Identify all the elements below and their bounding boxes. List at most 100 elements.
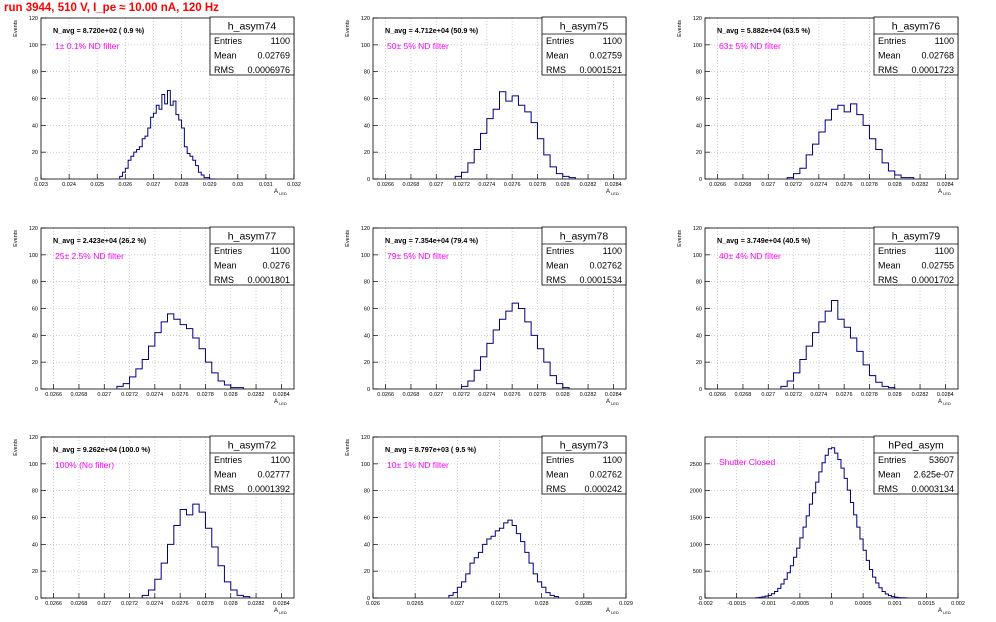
histogram-series-h_asym75: [454, 91, 576, 179]
navg-label: N_avg = 3.749e+04 (40.5 %): [717, 236, 811, 245]
x-tick-label: 0.027: [450, 601, 464, 607]
x-tick-label: 0.0005: [855, 601, 872, 607]
y-tick-label: 40: [32, 542, 38, 548]
stats-row-value: 0.000242: [584, 484, 622, 494]
filter-annotation: 25± 2.5% ND filter: [55, 251, 124, 261]
stats-row-value: 1100: [603, 455, 622, 465]
x-tick-label: 0.0266: [377, 392, 394, 398]
y-tick-label: 0: [699, 177, 702, 183]
x-tick-label: 0.0282: [248, 601, 265, 607]
stats-row-label: Entries: [214, 36, 243, 46]
y-tick-label: 1500: [690, 516, 702, 522]
y-tick-label: 60: [32, 307, 38, 313]
stats-row-value: 0.02755: [921, 261, 954, 271]
y-tick-label: 2000: [690, 489, 702, 495]
y-tick-label: 100: [29, 462, 38, 468]
y-tick-label: 60: [32, 97, 38, 103]
y-tick-label: 120: [361, 16, 370, 22]
y-tick-label: 20: [696, 150, 702, 156]
histogram-title: h_asym79: [892, 231, 941, 243]
histogram-panel-hPed_asym: -0.002 -0.0015 -0.001 -0.0005 0 0.0005 0.001 0.…: [690, 435, 965, 615]
y-tick-label: 40: [364, 123, 370, 129]
x-tick-label: 0.0266: [377, 182, 394, 188]
histogram-title: h_asym75: [560, 21, 609, 33]
filter-annotation: 63± 5% ND filter: [719, 41, 781, 51]
x-tick-label: 0.028: [224, 392, 238, 398]
stats-box: [873, 435, 959, 495]
x-tick-label: 0.0276: [504, 392, 521, 398]
histogram-series-h_asym74: [119, 89, 216, 180]
x-tick-label: 0.0274: [478, 392, 495, 398]
stats-row-value: 0.02762: [589, 470, 622, 480]
stats-row-label: Entries: [214, 246, 243, 256]
stats-row-label: Mean: [878, 470, 901, 480]
stats-row-value: 0.0001392: [247, 484, 290, 494]
navg-label: N_avg = 2.423e+04 (26.2 %): [53, 236, 147, 245]
y-tick-label: 60: [364, 516, 370, 522]
stats-row-label: RMS: [878, 65, 898, 75]
x-axis-label: ALED: [606, 608, 619, 615]
stats-row-value: 0.0001801: [247, 275, 290, 285]
stats-row-label: Mean: [214, 470, 237, 480]
filter-annotation: 10± 1% ND filter: [387, 460, 449, 470]
histogram-panel-h_asym78: 0.0266 0.0268 0.027 0.0272 0.0274 0.0276 0.027…: [345, 226, 627, 406]
x-tick-label: 0.0278: [861, 182, 878, 188]
stats-row-value: 0.02762: [589, 261, 622, 271]
stats-row-value: 1100: [271, 455, 290, 465]
stats-row-label: Entries: [546, 36, 575, 46]
y-tick-label: 500: [693, 569, 702, 575]
y-tick-label: 60: [32, 516, 38, 522]
histogram-panel-h_asym73: 0.026 0.0265 0.027 0.0275 0.028 0.0285 0.029 0 2…: [345, 435, 633, 615]
y-tick-label: 40: [364, 542, 370, 548]
filter-annotation: Shutter Closed: [719, 457, 775, 467]
navg-label: N_avg = 5.882e+04 (63.5 %): [717, 26, 811, 35]
y-tick-label: 0: [367, 596, 370, 602]
filter-annotation: 50± 5% ND filter: [387, 41, 449, 51]
stats-row-value: 2.625e-07: [913, 470, 954, 480]
x-tick-label: 0.0285: [575, 601, 592, 607]
y-tick-label: 120: [361, 226, 370, 232]
x-tick-label: -0.001: [760, 601, 776, 607]
x-tick-label: 0.0266: [45, 601, 62, 607]
x-tick-label: 0.0272: [121, 392, 138, 398]
y-tick-label: 0: [699, 387, 702, 393]
histogram-series-h_asym73: [448, 519, 560, 598]
y-tick-label: 20: [364, 360, 370, 366]
x-tick-label: 0.0015: [918, 601, 935, 607]
stats-row-label: Mean: [878, 261, 901, 271]
y-axis-label: Events: [345, 439, 351, 456]
x-tick-label: 0.027: [761, 392, 775, 398]
y-tick-label: 1000: [690, 542, 702, 548]
x-axis-label: ALED: [938, 399, 951, 406]
y-axis-label: Events: [345, 230, 351, 247]
y-tick-label: 0: [35, 387, 38, 393]
y-axis-label: Events: [345, 20, 351, 37]
x-axis-label: ALED: [938, 608, 951, 615]
x-tick-label: 0.0282: [580, 392, 597, 398]
stats-row-label: RMS: [878, 275, 898, 285]
x-tick-label: 0.0274: [146, 601, 163, 607]
x-tick-label: 0.028: [556, 392, 570, 398]
y-tick-label: 0: [699, 596, 702, 602]
x-tick-label: 0.023: [34, 182, 48, 188]
y-tick-label: 100: [361, 43, 370, 49]
y-tick-label: 120: [693, 16, 702, 22]
y-tick-label: 20: [364, 569, 370, 575]
histogram-title: hPed_asym: [888, 440, 944, 452]
histogram-panel-h_asym76: 0.0266 0.0268 0.027 0.0272 0.0274 0.0276 0.027…: [677, 16, 959, 196]
y-tick-label: 20: [364, 150, 370, 156]
stats-row-label: Mean: [546, 470, 569, 480]
x-tick-label: 0.0272: [121, 601, 138, 607]
filter-annotation: 1± 0.1% ND filter: [55, 41, 119, 51]
x-tick-label: 0.0282: [580, 182, 597, 188]
stats-row-value: 0.0003134: [911, 484, 954, 494]
stats-row-value: 0.0001723: [911, 65, 954, 75]
x-axis-label: ALED: [606, 189, 619, 196]
y-tick-label: 100: [693, 253, 702, 259]
histogram-series-h_asym72: [141, 503, 251, 598]
x-tick-label: 0.0278: [197, 392, 214, 398]
stats-row-value: 53607: [929, 455, 954, 465]
y-tick-label: 0: [35, 177, 38, 183]
x-tick-label: 0: [830, 601, 833, 607]
x-tick-label: -0.0015: [727, 601, 746, 607]
